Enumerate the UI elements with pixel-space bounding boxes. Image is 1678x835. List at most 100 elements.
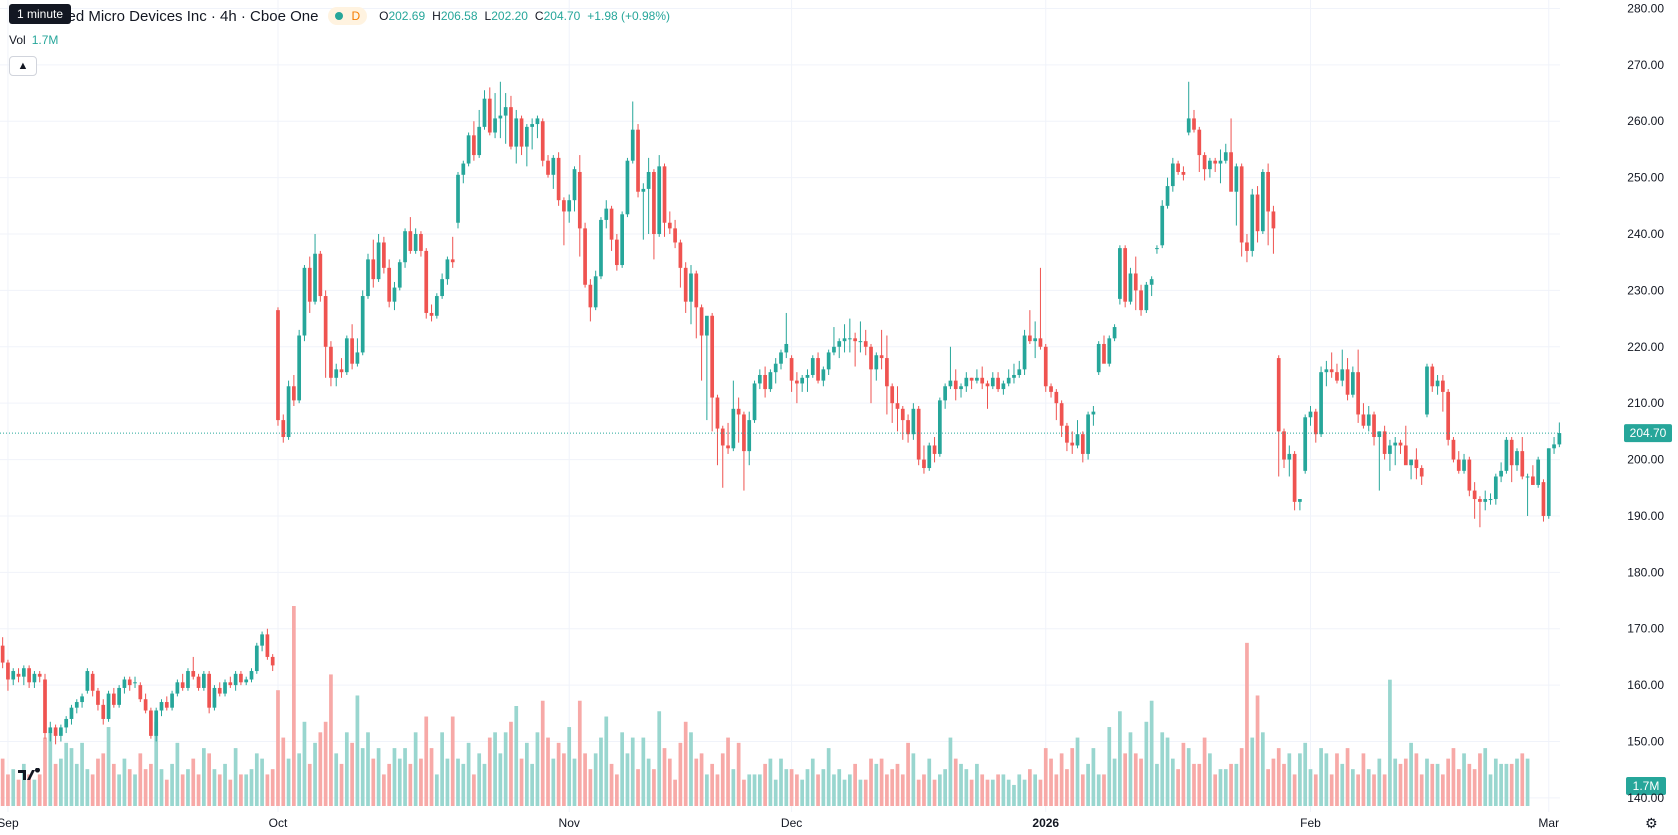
candle-body: [159, 702, 164, 711]
volume-bar: [1070, 748, 1075, 806]
candle-body: [0, 645, 5, 663]
volume-bar: [615, 774, 619, 806]
volume-bar: [1515, 758, 1519, 806]
candle-body: [625, 160, 630, 215]
candle-body: [1218, 160, 1223, 164]
volume-bar: [641, 737, 646, 806]
x-tick-label: Mar: [1538, 816, 1559, 830]
volume-bar: [1308, 769, 1313, 806]
volume-bar: [636, 769, 640, 806]
volume-bar: [1478, 753, 1482, 806]
volume-bar: [763, 763, 767, 806]
candle-body: [705, 315, 709, 336]
volume-bar: [853, 763, 857, 806]
candle-body: [1414, 459, 1419, 469]
volume-bar: [445, 758, 450, 806]
candle-body: [408, 231, 413, 251]
volume-bar: [625, 753, 630, 806]
volume-bar: [1403, 758, 1408, 806]
candle-body: [302, 267, 307, 336]
close-label: C: [534, 9, 544, 23]
market-status-badge[interactable]: D: [328, 7, 368, 25]
volume-bar: [456, 758, 460, 806]
candle-body: [1430, 366, 1435, 387]
volume-bar: [1239, 748, 1244, 806]
candle-body: [445, 259, 450, 280]
candle-body: [1192, 118, 1196, 130]
volume-bar: [6, 774, 10, 806]
candle-body: [583, 228, 587, 285]
symbol-title[interactable]: ced Micro Devices Inc · 4h · Cboe One: [60, 7, 319, 25]
candle-body: [1006, 377, 1011, 384]
candle-body: [207, 673, 212, 708]
volume-bar: [1234, 763, 1239, 806]
volume-bar: [1197, 763, 1202, 806]
candle-body: [461, 163, 466, 175]
candle-body: [1165, 186, 1170, 206]
volume-bar: [1414, 753, 1419, 806]
candle-body: [1520, 451, 1525, 477]
volume-bar: [265, 774, 270, 806]
volume-bar: [519, 758, 524, 806]
candle-body: [1292, 453, 1297, 502]
candle-body: [334, 369, 339, 378]
volume-bar: [937, 774, 942, 806]
symbol-legend: ced Micro Devices Inc · 4h · Cboe One D …: [60, 7, 670, 25]
volume-bar: [371, 758, 376, 806]
volume-bar: [1372, 774, 1376, 806]
candle-body: [186, 671, 190, 688]
candle-body: [233, 673, 238, 686]
candle-body: [906, 420, 910, 435]
collapse-legend-button[interactable]: ▲: [9, 56, 37, 76]
candle-body: [969, 377, 974, 381]
candle-body: [106, 693, 111, 719]
candle-body: [371, 259, 376, 280]
candle-body: [170, 693, 174, 708]
volume-bar: [1525, 758, 1530, 806]
volume-bar: [106, 727, 111, 806]
candle-body: [1419, 468, 1424, 477]
volume-bar: [434, 774, 439, 806]
volume-bar: [980, 774, 985, 806]
volume-bar: [392, 748, 397, 806]
volume-bar: [869, 758, 873, 806]
candle-body: [694, 273, 699, 308]
volume-bar: [53, 763, 58, 806]
volume-bar: [307, 763, 312, 806]
candle-body: [1282, 431, 1286, 460]
volume-bar: [1080, 774, 1085, 806]
volume-bar: [874, 763, 879, 806]
volume-bar: [159, 769, 164, 806]
candle-body: [1118, 248, 1122, 299]
volume-bar: [895, 763, 900, 806]
volume-bar: [1388, 679, 1392, 806]
volume-bar: [996, 774, 1000, 806]
candle-body: [1186, 118, 1191, 133]
volume-bar: [1001, 774, 1006, 806]
volume-bar: [32, 779, 37, 806]
candle-body: [800, 377, 805, 384]
candle-body: [1324, 369, 1329, 373]
candle-body: [122, 679, 127, 688]
y-tick-label: 160.00: [1627, 678, 1664, 692]
candle-body: [996, 377, 1000, 390]
candle-body: [641, 188, 646, 192]
volume-bar: [329, 674, 333, 806]
volume-bar: [1456, 769, 1461, 806]
tradingview-logo-icon[interactable]: [18, 767, 40, 782]
volume-bar: [1107, 727, 1112, 806]
candle-body: [270, 656, 275, 666]
volume-bar: [773, 779, 778, 806]
volume-bar: [943, 769, 947, 806]
volume-bar: [1192, 763, 1196, 806]
candle-body: [683, 267, 688, 302]
volume-bar: [816, 774, 820, 806]
candle-body: [1340, 369, 1345, 381]
gear-icon[interactable]: ⚙: [1645, 815, 1658, 831]
volume-bar: [858, 779, 863, 806]
candle-body: [382, 242, 386, 268]
volume-bar: [254, 753, 259, 806]
candle-body: [620, 214, 625, 266]
open-value: 202.69: [388, 9, 426, 23]
